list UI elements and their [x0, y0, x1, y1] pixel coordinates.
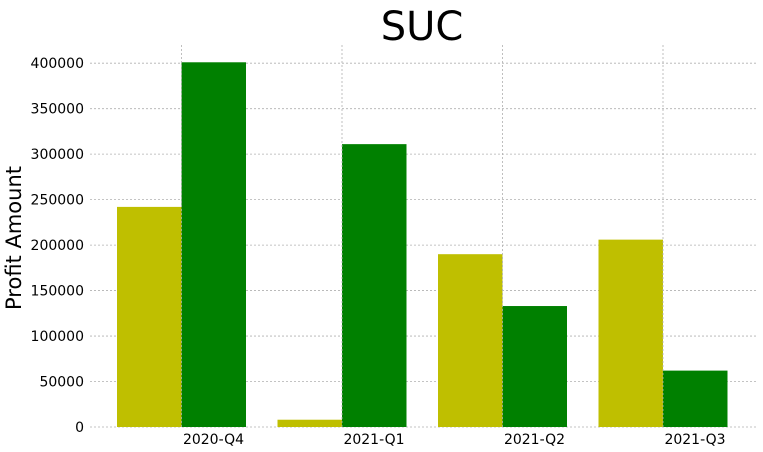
bar-series-2-2020-Q4 — [181, 62, 246, 428]
y-tick-label: 200000 — [31, 238, 84, 254]
bar-series-1-2021-Q3 — [598, 239, 663, 427]
bar-series-2-2021-Q2 — [502, 306, 567, 427]
y-tick-label: 350000 — [31, 102, 84, 118]
y-tick-label: 50000 — [39, 375, 84, 391]
bar-series-1-2021-Q2 — [438, 254, 503, 427]
y-tick-label: 150000 — [31, 284, 84, 300]
x-tick-label: 2021-Q1 — [343, 432, 404, 448]
x-tick-label: 2021-Q3 — [664, 432, 725, 448]
bar-series-1-2021-Q1 — [277, 419, 342, 427]
x-tick-labels: 2020-Q4 2021-Q1 2021-Q2 2021-Q3 — [183, 432, 726, 448]
x-tick-label: 2020-Q4 — [183, 432, 244, 448]
bar-series-2-2021-Q1 — [342, 144, 407, 427]
y-axis-label: Profit Amount — [2, 166, 26, 310]
chart-title: SUC — [381, 4, 464, 50]
y-tick-labels: 0 50000 100000 150000 200000 250000 300000 3500… — [31, 56, 84, 436]
y-tick-label: 300000 — [31, 147, 84, 163]
x-tick-label: 2021-Q2 — [504, 432, 565, 448]
y-tick-label: 250000 — [31, 193, 84, 209]
bar-series-1-2020-Q4 — [117, 206, 182, 427]
y-tick-label: 100000 — [31, 329, 84, 345]
y-tick-label: 0 — [75, 420, 84, 436]
vertical-grid-lines — [181, 45, 664, 427]
y-tick-label: 400000 — [31, 56, 84, 72]
bar-series-2-2021-Q3 — [663, 370, 728, 427]
bars — [117, 62, 728, 428]
